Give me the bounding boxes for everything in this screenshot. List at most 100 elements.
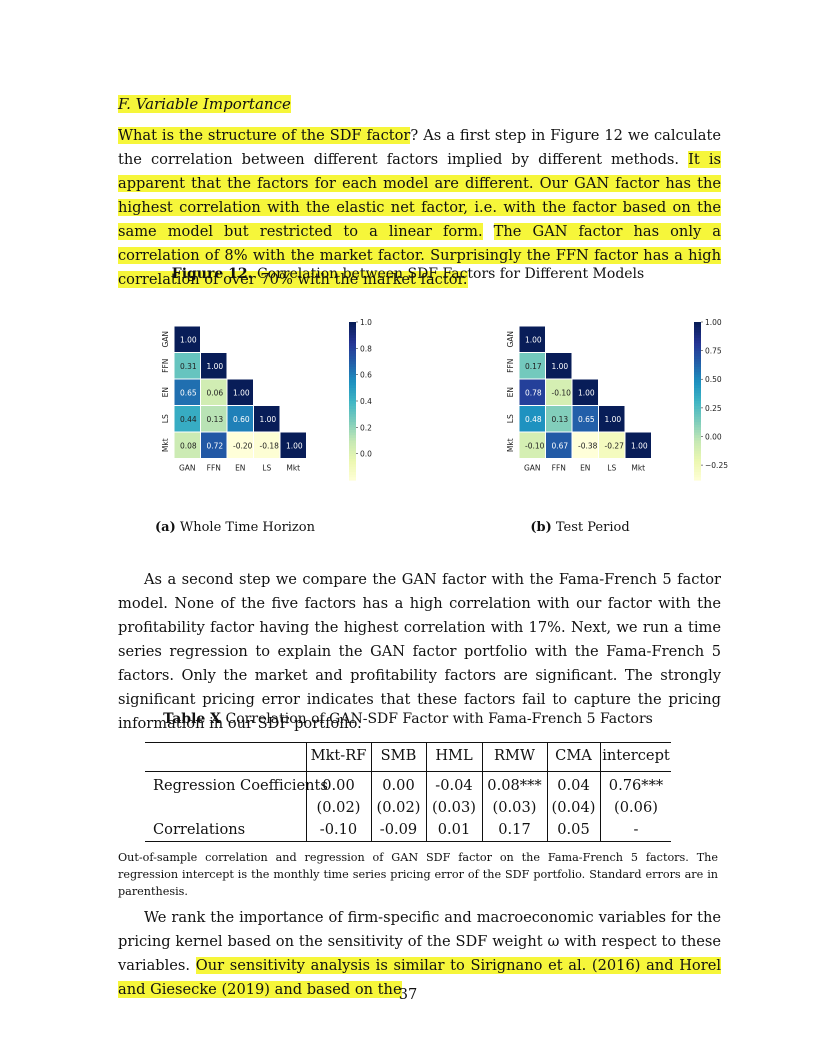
colorbar-segment — [694, 350, 701, 355]
colorbar-segment — [694, 461, 701, 465]
table-cell: 0.05 — [557, 821, 590, 838]
table-label: Table X — [163, 711, 222, 727]
table-cell: 0.04 — [557, 777, 590, 794]
table-cell: (0.03) — [492, 799, 537, 816]
header-intercept: intercept — [602, 747, 670, 764]
colorbar-segment — [694, 343, 701, 347]
cell-value-label: 0.13 — [207, 415, 224, 424]
colorbar-segment — [349, 345, 356, 349]
header-hml: HML — [435, 747, 473, 764]
table-cell: 0.76*** — [608, 777, 664, 794]
colorbar-segment — [349, 451, 356, 455]
colorbar-segment — [694, 474, 701, 478]
heatmap-cell — [518, 431, 546, 459]
colorbar-segment — [694, 393, 701, 397]
colorbar-segment — [694, 327, 701, 331]
colorbar-segment — [349, 369, 356, 373]
cell-value-label: 0.72 — [207, 441, 224, 450]
colorbar-segment — [349, 387, 356, 392]
colorbar-segment — [694, 332, 701, 336]
colorbar-segment — [349, 348, 356, 352]
cell-value-label: -0.18 — [260, 441, 280, 450]
colorbar-segment — [349, 440, 356, 444]
table-note: Out-of-sample correlation and regression… — [118, 851, 718, 898]
colorbar-segment — [349, 356, 356, 360]
colorbar-segment — [349, 324, 356, 328]
table-cell: -0.10 — [319, 821, 358, 838]
colorbar-segment — [349, 458, 356, 463]
table-vline — [547, 743, 548, 841]
cell-value-label: -0.10 — [552, 388, 572, 397]
colorbar-tick-label: −0.25 — [705, 461, 728, 470]
table-cell: (0.04) — [551, 799, 596, 816]
colorbar-segment — [694, 432, 701, 436]
cell-value-label: 0.17 — [525, 362, 542, 371]
colorbar-segment — [694, 437, 701, 442]
colorbar-segment — [349, 445, 356, 449]
colorbar-segment — [694, 424, 701, 428]
colorbar-segment — [694, 448, 701, 452]
colorbar-segment — [349, 401, 356, 405]
colorbar-segment — [694, 440, 701, 444]
highlight-structure-question: What is the structure of the SDF factor — [118, 127, 411, 144]
colorbar-segment — [694, 377, 701, 381]
colorbar-segment — [694, 369, 701, 373]
row-label-correlations: Correlations — [153, 821, 246, 838]
x-tick-label: LS — [607, 464, 616, 473]
colorbar-segment — [694, 379, 701, 384]
colorbar-segment — [349, 329, 356, 334]
colorbar-segment — [694, 401, 701, 405]
colorbar-segment — [694, 390, 701, 394]
colorbar-segment — [694, 464, 701, 468]
colorbar-segment — [349, 448, 356, 452]
colorbar-segment — [694, 477, 701, 481]
cell-value-label: -0.10 — [525, 441, 545, 450]
panel-a-caption-text: Whole Time Horizon — [179, 520, 315, 535]
colorbar-segment — [694, 364, 701, 368]
colorbar-segment — [349, 443, 356, 447]
section-title: F. Variable Importance — [118, 95, 291, 113]
heatmap-cell — [226, 431, 254, 459]
colorbar-segment — [694, 356, 701, 360]
heatmap-whole-horizon: 1.000.31 1.000.65 0.06 1.000.44 0.13 0.60 1.00… — [161, 318, 372, 481]
colorbar-segment — [694, 353, 701, 357]
x-tick-label: FFN — [207, 464, 221, 473]
table-cell: 0.00 — [322, 777, 355, 794]
cell-value-label: 1.00 — [631, 441, 648, 450]
heatmap-cell — [598, 431, 626, 459]
colorbar-tick-label: 0.00 — [705, 432, 722, 441]
colorbar-segment — [349, 366, 356, 370]
colorbar-segment — [694, 385, 701, 389]
colorbar-segment — [349, 472, 356, 476]
x-tick-label: GAN — [524, 464, 541, 473]
y-tick-label: Mkt — [161, 438, 170, 452]
y-tick-label: GAN — [506, 331, 515, 348]
table-cell: (0.03) — [432, 799, 476, 816]
figure-label: Figure 12. — [171, 266, 253, 282]
colorbar-segment — [694, 387, 701, 392]
table-top-rule — [145, 742, 671, 744]
cell-value-label: -0.20 — [233, 441, 253, 450]
panel-a-caption: (a) Whole Time Horizon — [85, 520, 385, 535]
colorbar-segment — [694, 422, 701, 426]
colorbar-tick-label: 0.6 — [360, 371, 372, 380]
table-cell: -0.04 — [435, 777, 473, 794]
table-vline — [426, 743, 427, 841]
cell-value-label: 1.00 — [552, 362, 569, 371]
paragraph-sdf-structure: What is the structure of the SDF factor?… — [118, 124, 721, 292]
colorbar-segment — [694, 358, 701, 363]
colorbar-segment — [349, 461, 356, 465]
panel-b-label: (b) — [530, 520, 552, 535]
cell-value-label: 0.06 — [207, 388, 224, 397]
colorbar-tick-label: 0.4 — [360, 397, 372, 406]
cell-value-label: 1.00 — [180, 335, 197, 344]
cell-value-label: 1.00 — [207, 362, 224, 371]
table-cell: -0.09 — [379, 821, 418, 838]
table-caption: Table X Correlation of GAN-SDF Factor wi… — [118, 711, 698, 727]
table-vline — [306, 743, 307, 841]
text-first-step: ? As a first step in Figure 12 we calcul… — [118, 127, 721, 168]
x-tick-label: Mkt — [631, 464, 645, 473]
table-vline — [482, 743, 483, 841]
y-tick-label: LS — [506, 414, 515, 423]
cell-value-label: 0.08 — [180, 441, 197, 450]
